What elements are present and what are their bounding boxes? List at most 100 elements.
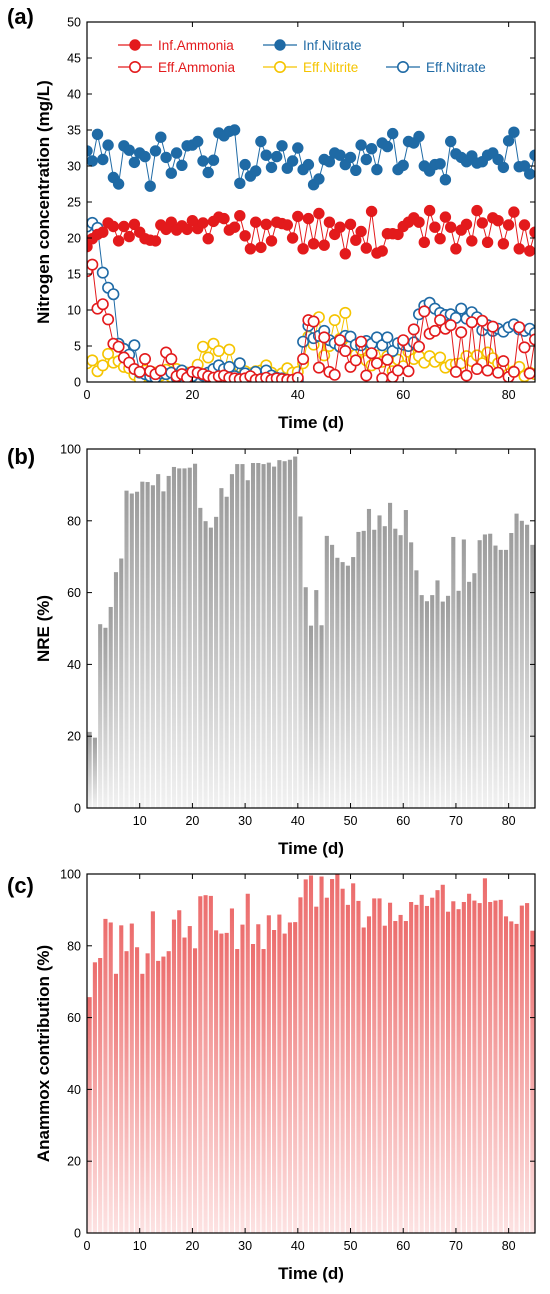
panel-b-bar xyxy=(456,590,461,808)
panel-b-x-tick-label: 50 xyxy=(344,814,358,828)
panel-b-y-tick-label: 20 xyxy=(67,730,81,744)
panel-b-bar xyxy=(314,590,319,808)
data-point-eff-ammonia xyxy=(476,314,489,327)
panel-b-bar xyxy=(298,516,303,808)
data-point-inf-nitrate xyxy=(302,158,315,171)
data-point-eff-ammonia xyxy=(444,319,457,332)
data-point-eff-ammonia xyxy=(339,344,352,357)
panel-c-x-tick-label: 40 xyxy=(291,1239,305,1253)
data-point-eff-ammonia xyxy=(402,365,415,378)
panel-b-bar xyxy=(351,557,356,808)
data-point-inf-ammonia xyxy=(197,217,209,229)
panel-a-y-tick-label: 25 xyxy=(67,196,81,210)
panel-a-y-tick-label: 5 xyxy=(74,340,81,354)
panel-c-bar xyxy=(235,949,240,1233)
panel-c-x-axis-label: Time (d) xyxy=(278,1264,344,1283)
panel-b-bar xyxy=(135,491,140,808)
panel-c-bar xyxy=(319,876,324,1233)
data-point-inf-ammonia xyxy=(460,218,473,231)
panel-c-bar xyxy=(440,884,445,1233)
panel-c-bar xyxy=(456,909,461,1233)
panel-c-bar xyxy=(250,944,256,1233)
panel-a-x-axis-label: Time (d) xyxy=(278,413,344,432)
panel-c-bar xyxy=(303,879,308,1233)
panel-b-bar xyxy=(335,557,340,808)
data-point-eff-ammonia xyxy=(87,258,99,271)
data-point-inf-nitrate xyxy=(260,149,272,161)
data-point-inf-ammonia xyxy=(344,218,357,231)
panel-b-bar xyxy=(282,461,287,808)
panel-a-y-tick-label: 0 xyxy=(74,376,81,390)
panel-b-bar xyxy=(398,535,403,808)
panel-c-bar xyxy=(287,922,292,1233)
data-point-eff-nitrate xyxy=(381,331,394,344)
panel-b-bar xyxy=(361,530,366,808)
data-point-inf-nitrate xyxy=(381,140,394,153)
data-point-eff-ammonia xyxy=(407,323,420,336)
panel-c-y-tick-label: 100 xyxy=(60,868,81,882)
data-point-eff-nitrite xyxy=(202,351,215,364)
data-point-eff-ammonia xyxy=(492,366,505,379)
panel-a-nitrogen-concentration: 0 20 40 60 80 0 5 10 15 20 25 30 35 40 45 50 Inf.Ammoni… xyxy=(34,16,536,432)
panel-b-bar xyxy=(187,467,192,808)
data-point-inf-ammonia xyxy=(471,204,483,217)
panel-b-frame xyxy=(86,448,536,809)
panel-b-bar xyxy=(277,460,282,808)
panel-b-bar xyxy=(451,536,456,808)
panel-b-bar xyxy=(393,528,398,808)
panel-b-y-tick-label: 0 xyxy=(74,802,81,816)
data-point-inf-nitrate xyxy=(165,167,178,179)
panel-b-bar xyxy=(435,580,440,808)
panel-b-bar xyxy=(214,516,219,808)
data-point-eff-nitrate xyxy=(96,266,109,279)
panel-b-bar xyxy=(445,595,451,808)
data-point-inf-ammonia xyxy=(429,221,441,233)
panel-c-bar xyxy=(388,902,393,1233)
data-point-eff-ammonia xyxy=(349,354,362,367)
data-point-inf-ammonia xyxy=(481,236,494,249)
panel-b-bar xyxy=(108,606,113,808)
data-point-inf-ammonia xyxy=(265,235,278,247)
data-point-inf-ammonia xyxy=(492,215,504,227)
panel-c-bar xyxy=(108,922,113,1233)
panel-a-plot-area xyxy=(87,124,535,382)
data-point-eff-ammonia xyxy=(507,365,520,378)
panel-b-bar xyxy=(519,520,524,808)
legend-marker xyxy=(129,39,141,51)
data-point-inf-ammonia xyxy=(313,207,325,220)
data-point-eff-nitrite xyxy=(102,347,115,360)
data-point-inf-nitrate xyxy=(128,156,141,169)
data-point-eff-ammonia xyxy=(154,364,167,377)
panel-a-axes: 0 20 40 60 80 0 5 10 15 20 25 30 35 40 45 50 xyxy=(67,16,536,402)
panel-c-bar xyxy=(261,949,266,1233)
panel-c-frame xyxy=(86,873,536,1234)
data-point-inf-nitrate xyxy=(271,150,283,163)
data-point-inf-nitrate xyxy=(250,165,262,177)
data-point-inf-ammonia xyxy=(497,238,510,250)
panel-c-bar xyxy=(245,893,250,1233)
data-point-inf-nitrate xyxy=(207,154,220,166)
data-point-eff-ammonia xyxy=(297,352,310,365)
panel-c-bar xyxy=(203,895,208,1233)
panel-c-bar xyxy=(308,875,314,1233)
data-point-inf-nitrate xyxy=(102,139,114,151)
panel-c-bar xyxy=(377,898,382,1233)
data-point-eff-nitrite xyxy=(212,344,225,357)
panel-b-bar xyxy=(224,496,229,808)
data-point-eff-ammonia xyxy=(455,326,468,339)
panel-b-bar xyxy=(261,464,266,808)
panel-c-bar xyxy=(161,956,166,1233)
data-point-inf-nitrate xyxy=(323,156,336,168)
panel-b-label: (b) xyxy=(7,444,35,469)
data-point-inf-ammonia xyxy=(423,204,436,217)
panel-c-bar xyxy=(409,902,414,1233)
panel-b-bar xyxy=(203,521,208,808)
panel-c-bar xyxy=(340,888,345,1233)
data-point-inf-nitrate xyxy=(355,139,367,151)
panel-c-bar xyxy=(345,904,350,1233)
panel-b-bar xyxy=(293,456,298,808)
data-point-inf-ammonia xyxy=(260,218,272,231)
panel-b-bar xyxy=(330,544,335,808)
data-point-inf-ammonia xyxy=(239,230,251,242)
